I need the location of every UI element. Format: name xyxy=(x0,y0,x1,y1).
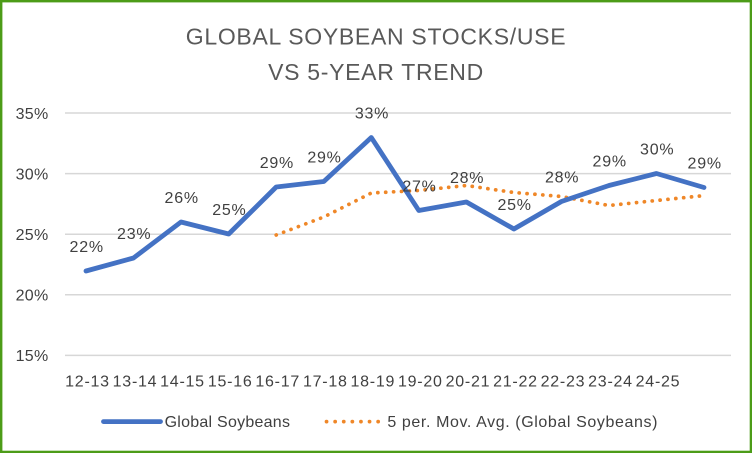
svg-text:22-23: 22-23 xyxy=(541,373,586,390)
svg-text:24-25: 24-25 xyxy=(636,373,681,390)
svg-text:29%: 29% xyxy=(688,156,722,173)
svg-text:30%: 30% xyxy=(16,166,49,183)
svg-text:Global Soybeans: Global Soybeans xyxy=(165,414,291,431)
svg-text:12-13: 12-13 xyxy=(65,373,110,390)
svg-text:19-20: 19-20 xyxy=(398,373,443,390)
svg-text:29%: 29% xyxy=(307,150,341,167)
svg-text:29%: 29% xyxy=(260,155,294,172)
svg-text:14-15: 14-15 xyxy=(160,373,205,390)
svg-text:28%: 28% xyxy=(450,170,484,187)
svg-text:18-19: 18-19 xyxy=(350,373,395,390)
svg-text:16-17: 16-17 xyxy=(255,373,300,390)
svg-text:23-24: 23-24 xyxy=(588,373,633,390)
svg-text:15-16: 15-16 xyxy=(208,373,253,390)
svg-text:29%: 29% xyxy=(593,154,627,171)
svg-text:15%: 15% xyxy=(16,348,49,365)
svg-text:25%: 25% xyxy=(16,227,49,244)
svg-text:20-21: 20-21 xyxy=(446,373,491,390)
svg-text:21-22: 21-22 xyxy=(493,373,538,390)
svg-text:30%: 30% xyxy=(640,142,674,159)
svg-text:28%: 28% xyxy=(545,170,579,187)
svg-text:17-18: 17-18 xyxy=(303,373,348,390)
svg-text:22%: 22% xyxy=(70,239,104,256)
svg-text:26%: 26% xyxy=(165,190,199,207)
svg-text:25%: 25% xyxy=(212,202,246,219)
svg-text:5 per. Mov. Avg. (Global Soybe: 5 per. Mov. Avg. (Global Soybeans) xyxy=(387,414,658,431)
svg-text:20%: 20% xyxy=(16,288,49,305)
svg-text:13-14: 13-14 xyxy=(113,373,158,390)
svg-text:27%: 27% xyxy=(402,179,436,196)
svg-text:23%: 23% xyxy=(117,226,151,243)
svg-text:VS 5-YEAR TREND: VS 5-YEAR TREND xyxy=(268,59,484,85)
svg-text:33%: 33% xyxy=(355,106,389,123)
svg-text:25%: 25% xyxy=(497,197,531,214)
svg-text:GLOBAL SOYBEAN STOCKS/USE: GLOBAL SOYBEAN STOCKS/USE xyxy=(186,23,567,49)
svg-text:35%: 35% xyxy=(16,106,49,123)
